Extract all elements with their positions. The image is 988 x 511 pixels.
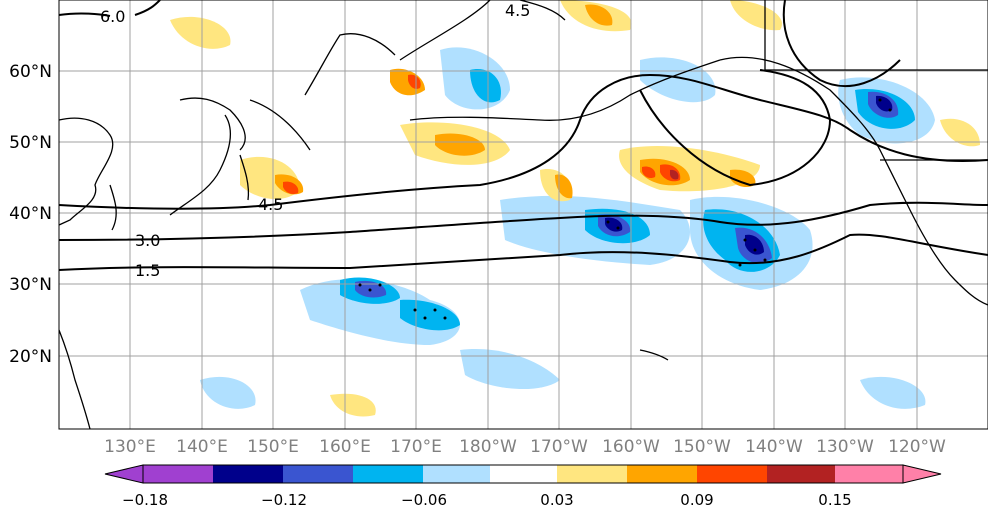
colorbar-segment [283, 465, 353, 483]
coastline-asia [58, 117, 114, 226]
contour-4-5 [58, 73, 988, 210]
lat-label: 60°N [9, 62, 52, 82]
contour-label-group: 6.0 4.5 4.5 3.0 1.5 [100, 1, 530, 280]
lon-label: 120°W [888, 437, 946, 457]
coastline-china-south [58, 329, 91, 430]
shade-patch [400, 299, 460, 331]
lon-label: 170°E [390, 437, 442, 457]
longitude-labels: 130°E 140°E 150°E 160°E 170°E 180°W 170°… [104, 437, 946, 457]
shade-patch [860, 376, 926, 409]
graticule [59, 0, 988, 429]
shade-patch [200, 376, 256, 409]
contour-6-0-b [134, 0, 161, 16]
contour-label: 6.0 [100, 7, 125, 26]
colorbar-tick-label: −0.12 [261, 491, 307, 509]
colorbar-segment [627, 465, 697, 483]
contour-6-0 [58, 12, 111, 17]
colorbar-segment [213, 465, 283, 483]
colorbar-segment [353, 465, 423, 483]
shade-patch [470, 69, 501, 103]
latitude-labels: 60°N 50°N 40°N 30°N 20°N [9, 62, 52, 367]
contours [58, 0, 988, 271]
colorbar-segment [143, 465, 213, 483]
shade-patch [435, 133, 485, 156]
lon-label: 160°E [319, 437, 371, 457]
colorbar-segment [557, 465, 627, 483]
colorbar-segment [490, 465, 557, 483]
shade-patch [745, 234, 764, 255]
contour-label: 4.5 [505, 1, 530, 20]
shade-patch [330, 393, 376, 417]
shade-patch [642, 166, 656, 179]
lat-label: 30°N [9, 275, 52, 295]
lon-label: 150°W [673, 437, 731, 457]
contour-4-5-loop [639, 69, 832, 187]
shade-patch [170, 16, 231, 49]
shade-patch [670, 169, 679, 180]
lon-label: 160°W [602, 437, 660, 457]
shade-patch [408, 74, 421, 89]
lat-label: 20°N [9, 347, 52, 367]
lat-label: 50°N [9, 133, 52, 153]
shade-patch [300, 279, 460, 345]
colorbar-arrow-left [104, 464, 144, 484]
lon-label: 130°W [816, 437, 874, 457]
contour-label: 1.5 [135, 261, 160, 280]
colorbar-arrow-right [902, 464, 942, 484]
coastline-kamchatka-sea [179, 97, 246, 151]
contour-6-0-c [782, 0, 901, 88]
shade-patch [730, 0, 782, 31]
lon-label: 140°E [176, 437, 228, 457]
coastline-alaska-north [519, 0, 566, 21]
colorbar-segment [835, 465, 903, 483]
map-frame [58, 0, 988, 430]
colorbar: −0.18 −0.12 −0.06 0.03 0.09 0.15 [104, 464, 942, 509]
contour-3-0 [58, 201, 988, 241]
lon-label: 130°E [104, 437, 156, 457]
lon-label: 140°W [745, 437, 803, 457]
coastline-hokkaido [239, 154, 250, 201]
stippling [358, 98, 892, 320]
coastline-hawaii [639, 349, 669, 361]
lon-label: 150°E [247, 437, 299, 457]
lon-label: 170°W [530, 437, 588, 457]
colorbar-tick-label: −0.06 [401, 491, 447, 509]
colorbar-segment [697, 465, 767, 483]
shade-patch [730, 169, 756, 188]
colorbar-tick-label: 0.03 [540, 491, 573, 509]
map-plot-area: 6.0 4.5 4.5 3.0 1.5 [58, 0, 988, 430]
coastline-bering [399, 0, 491, 61]
colorbar-segment [767, 465, 835, 483]
contour-1-5 [58, 233, 988, 271]
coastline-kamchatka [304, 33, 396, 96]
colorbar-frame [142, 464, 904, 484]
contour-label: 3.0 [135, 231, 160, 250]
lat-label: 40°N [9, 204, 52, 224]
coastline-kurils [249, 99, 311, 151]
colorbar-tick-label: −0.18 [122, 491, 168, 509]
contour-label: 4.5 [258, 195, 283, 214]
shade-patch [283, 181, 299, 195]
shade-patch [460, 349, 560, 390]
coastline-north-america [719, 56, 988, 306]
colorbar-segment [423, 465, 490, 483]
colorbar-tick-label: 0.15 [818, 491, 851, 509]
shade-patch [585, 4, 613, 26]
coastline-japan [169, 114, 232, 216]
shade-patch [940, 118, 980, 147]
lon-label: 180°W [459, 437, 517, 457]
colorbar-tick-label: 0.09 [680, 491, 713, 509]
